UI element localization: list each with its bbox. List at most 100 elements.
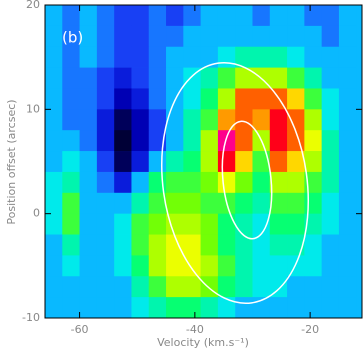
heat-cell	[183, 213, 201, 235]
x-tick-label: -40	[186, 323, 204, 336]
heat-cell	[45, 234, 63, 256]
heat-cell	[235, 46, 253, 68]
heat-cell	[304, 234, 322, 256]
heat-cell	[79, 88, 98, 110]
heat-cell	[166, 151, 184, 173]
heat-cell	[183, 109, 201, 131]
heat-cell	[183, 88, 201, 110]
heat-cell	[321, 109, 340, 131]
heat-cell	[217, 297, 236, 319]
heat-cell	[304, 297, 322, 319]
heat-cell	[321, 192, 340, 214]
heat-cell	[252, 151, 271, 173]
heat-cell	[148, 297, 167, 319]
heat-cell	[62, 192, 80, 214]
heat-cell	[166, 130, 184, 152]
heat-cell	[131, 109, 150, 131]
heat-cell	[304, 109, 322, 131]
heat-cell	[287, 88, 305, 110]
heat-cell	[45, 46, 63, 68]
heat-cell	[304, 171, 322, 194]
heat-cell	[166, 213, 184, 235]
heat-cell	[79, 192, 98, 214]
heat-cell	[79, 234, 98, 256]
heat-cell	[131, 276, 150, 298]
heat-cell	[62, 151, 80, 173]
heat-cell	[114, 234, 132, 256]
heat-cell	[235, 25, 253, 48]
heat-cell	[321, 255, 340, 277]
heat-cell	[96, 88, 115, 110]
heat-cell	[217, 171, 236, 194]
heat-cell	[287, 67, 305, 89]
heat-cell	[321, 46, 340, 68]
heat-cell	[217, 25, 236, 48]
heat-cell	[338, 255, 357, 277]
heat-cell	[321, 151, 340, 173]
heat-cell	[79, 46, 98, 68]
heat-cell	[235, 88, 253, 110]
heat-cell	[45, 213, 63, 235]
heat-cell	[166, 192, 184, 214]
heat-cell	[79, 130, 98, 152]
heat-cell	[304, 255, 322, 277]
heat-cell	[62, 88, 80, 110]
heat-cell	[45, 130, 63, 152]
heat-cell	[166, 234, 184, 256]
heat-cell	[148, 109, 167, 131]
heat-cell	[200, 46, 219, 68]
heat-cell	[148, 192, 167, 214]
y-axis-label: Position offset (arcsec)	[5, 99, 18, 224]
heat-cell	[269, 130, 288, 152]
heat-cell	[287, 25, 305, 48]
heat-cell	[183, 171, 201, 194]
heat-cell	[96, 109, 115, 131]
heat-cell	[287, 276, 305, 298]
plot-frame	[44, 4, 363, 319]
heat-cell	[131, 67, 150, 89]
heat-cell	[79, 297, 98, 319]
heat-cell	[338, 192, 357, 214]
heat-cell	[338, 234, 357, 256]
heat-cell	[235, 192, 253, 214]
heat-cell	[96, 234, 115, 256]
heat-cell	[166, 25, 184, 48]
heat-cell	[79, 151, 98, 173]
heat-cell	[252, 5, 271, 27]
heat-cell	[304, 151, 322, 173]
heat-cell	[338, 46, 357, 68]
heat-cell	[200, 151, 219, 173]
ellipse-inner	[221, 120, 273, 240]
heat-cell	[304, 5, 322, 27]
heat-cell	[96, 130, 115, 152]
heat-cell	[131, 5, 150, 27]
heat-cell	[338, 297, 357, 319]
heat-cell	[217, 67, 236, 89]
heat-cell	[148, 213, 167, 235]
heat-cell	[45, 88, 63, 110]
heat-cell	[269, 25, 288, 48]
heat-cell	[45, 255, 63, 277]
heat-cell	[183, 25, 201, 48]
heat-cell	[131, 234, 150, 256]
heatmap	[45, 5, 362, 319]
heat-cell	[269, 213, 288, 235]
heat-cell	[148, 234, 167, 256]
heat-cell	[96, 5, 115, 27]
heat-cell	[269, 297, 288, 319]
heat-cell	[338, 171, 357, 194]
heat-cell	[235, 276, 253, 298]
heat-cell	[114, 192, 132, 214]
heat-cell	[79, 5, 98, 27]
heat-cell	[338, 5, 357, 27]
heat-cell	[269, 255, 288, 277]
heat-cell	[338, 151, 357, 173]
heat-cell	[183, 151, 201, 173]
heat-cell	[96, 171, 115, 194]
heat-cell	[114, 151, 132, 173]
heat-cell	[338, 130, 357, 152]
heat-cell	[131, 130, 150, 152]
heat-cell	[252, 171, 271, 194]
heat-cell	[304, 276, 322, 298]
